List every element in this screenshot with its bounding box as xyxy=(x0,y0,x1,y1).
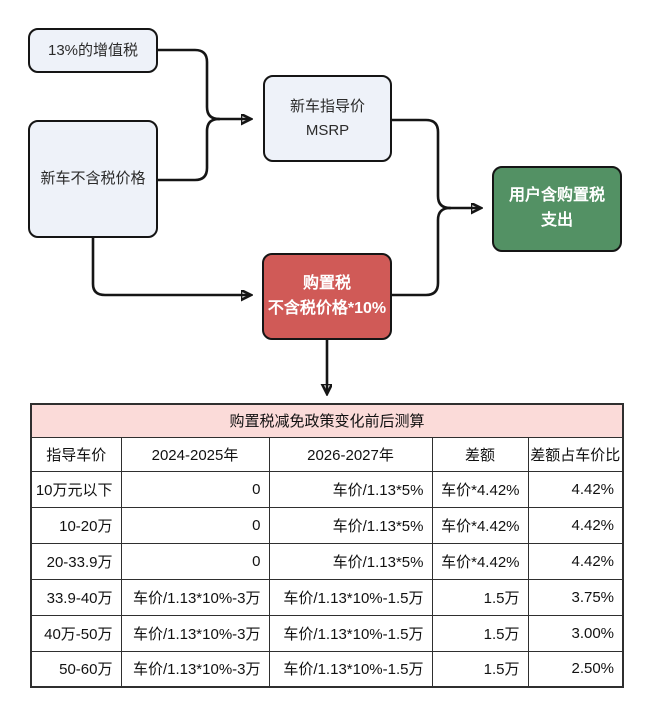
table-row: 33.9-40万 车价/1.13*10%-3万 车价/1.13*10%-1.5万… xyxy=(30,578,624,616)
node-user-cost: 用户含购置税 支出 xyxy=(492,166,622,252)
node-msrp-line1: 新车指导价 xyxy=(289,98,365,116)
table-cell: 车价/1.13*10%-3万 xyxy=(120,578,270,616)
table-row: 40万-50万 车价/1.13*10%-3万 车价/1.13*10%-1.5万 … xyxy=(30,614,624,652)
table-cell: 40万-50万 xyxy=(30,614,122,652)
column-header: 差额占车价比 xyxy=(527,436,624,472)
table-cell: 车价/1.13*5% xyxy=(268,542,433,580)
connector-pretax-to-tax xyxy=(91,236,250,295)
table-cell: 3.75% xyxy=(527,578,624,616)
table-cell: 车价*4.42% xyxy=(431,506,529,544)
node-purchase-tax: 购置税 不含税价格*10% xyxy=(262,253,392,340)
table-cell: 0 xyxy=(120,470,270,508)
table-row: 10万元以下 0 车价/1.13*5% 车价*4.42% 4.42% xyxy=(30,470,624,508)
table-cell: 3.00% xyxy=(527,614,624,652)
table-cell: 车价/1.13*5% xyxy=(268,470,433,508)
node-vat: 13%的增值税 xyxy=(28,28,158,73)
table-cell: 4.42% xyxy=(527,542,624,580)
table-title-row: 购置税减免政策变化前后测算 xyxy=(30,403,624,438)
node-user-cost-line2: 支出 xyxy=(540,212,573,229)
table-cell: 1.5万 xyxy=(431,578,529,616)
column-header: 2026-2027年 xyxy=(268,436,433,472)
table-cell: 车价*4.42% xyxy=(431,542,529,580)
table-cell: 1.5万 xyxy=(431,614,529,652)
table-cell: 2.50% xyxy=(527,650,624,688)
table-cell: 4.42% xyxy=(527,470,624,508)
node-purchase-tax-line2: 不含税价格*10% xyxy=(267,299,387,317)
table-cell: 车价/1.13*10%-1.5万 xyxy=(268,578,433,616)
table-row: 20-33.9万 0 车价/1.13*5% 车价*4.42% 4.42% xyxy=(30,542,624,580)
column-header: 指导车价 xyxy=(30,436,122,472)
node-pretax-price: 新车不含税价格 xyxy=(28,120,158,238)
table-cell: 10-20万 xyxy=(30,506,122,544)
table-cell: 车价/1.13*5% xyxy=(268,506,433,544)
table-cell: 车价/1.13*10%-3万 xyxy=(120,614,270,652)
table-header-row: 指导车价 2024-2025年 2026-2027年 差额 差额占车价比 xyxy=(30,436,624,472)
table-cell: 33.9-40万 xyxy=(30,578,122,616)
table-cell: 50-60万 xyxy=(30,650,122,688)
table-row: 10-20万 0 车价/1.13*5% 车价*4.42% 4.42% xyxy=(30,506,624,544)
node-user-cost-line1: 用户含购置税 xyxy=(508,187,605,205)
tax-calculation-table: 购置税减免政策变化前后测算 指导车价 2024-2025年 2026-2027年… xyxy=(30,403,625,688)
node-purchase-tax-line1: 购置税 xyxy=(302,274,351,292)
connector-vat-to-msrp xyxy=(156,48,221,121)
connector-pretax-to-msrp xyxy=(156,117,221,182)
node-pretax-price-label: 新车不含税价格 xyxy=(40,170,146,188)
table-cell: 车价/1.13*10%-3万 xyxy=(120,650,270,688)
table-cell: 4.42% xyxy=(527,506,624,544)
node-msrp-line2: MSRP xyxy=(305,121,350,139)
table-row: 50-60万 车价/1.13*10%-3万 车价/1.13*10%-1.5万 1… xyxy=(30,650,624,688)
table-cell: 车价/1.13*10%-1.5万 xyxy=(268,614,433,652)
table-cell: 10万元以下 xyxy=(30,470,122,508)
table-cell: 车价*4.42% xyxy=(431,470,529,508)
column-header: 差额 xyxy=(431,436,529,472)
node-vat-label: 13%的增值税 xyxy=(47,41,139,59)
table-title: 购置税减免政策变化前后测算 xyxy=(30,403,624,438)
table-cell: 20-33.9万 xyxy=(30,542,122,580)
table-cell: 1.5万 xyxy=(431,650,529,688)
node-msrp: 新车指导价 MSRP xyxy=(263,75,392,162)
table-cell: 0 xyxy=(120,506,270,544)
connector-tax-to-cost xyxy=(390,206,452,297)
table-cell: 0 xyxy=(120,542,270,580)
column-header: 2024-2025年 xyxy=(120,436,270,472)
table-cell: 车价/1.13*10%-1.5万 xyxy=(268,650,433,688)
connector-msrp-to-cost xyxy=(390,118,452,210)
